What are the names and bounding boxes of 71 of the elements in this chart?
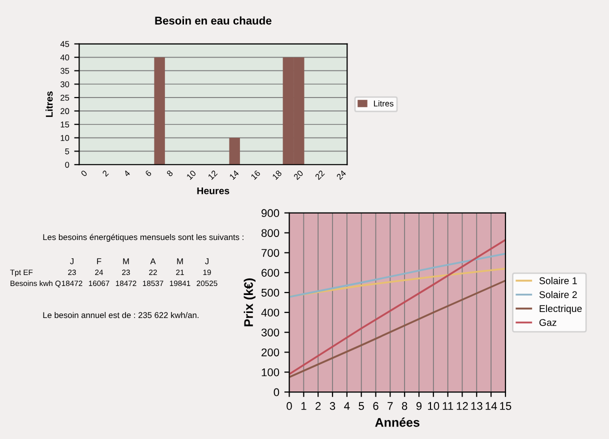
text: A: [150, 258, 156, 264]
x-tick-label: 4: [123, 170, 130, 177]
y-tick-label: 35: [60, 68, 70, 74]
y-tick-label: 900: [262, 209, 280, 218]
x-tick-label: 0: [286, 402, 292, 410]
y-tick-label: 25: [60, 94, 70, 101]
line-series: [289, 268, 506, 298]
text: J: [205, 258, 208, 264]
x-tick-label: 18: [272, 170, 282, 180]
y-tick-label: 0: [274, 388, 280, 396]
text: M: [123, 258, 129, 264]
x-tick-label: 7: [388, 402, 393, 410]
y-tick-label: 200: [262, 348, 280, 356]
y-tick-label: 15: [60, 122, 70, 128]
text: Les besoins énergétiques mensuels sont les suivants :: [43, 234, 244, 242]
x-tick-label: 4: [344, 402, 350, 410]
x-tick-label: 5: [358, 402, 364, 410]
y-tick-label: 40: [60, 54, 70, 60]
chart-title: Besoin en eau chaude: [155, 16, 272, 25]
y-tick-label: 0: [65, 162, 70, 168]
legend-label: Solaire 2: [539, 290, 577, 298]
x-tick-label: 15: [500, 402, 512, 410]
y-axis-title: Litres: [46, 91, 53, 117]
x-tick-label: 22: [314, 170, 325, 180]
x-tick-label: 14: [486, 402, 497, 410]
legend-label: Solaire 1: [539, 277, 577, 284]
x-axis-title: Années: [375, 418, 420, 427]
y-tick-label: 30: [60, 81, 70, 88]
legend-label: Gaz: [539, 319, 556, 326]
x-tick-label: 6: [373, 402, 378, 410]
x-tick-label: 3: [330, 402, 336, 410]
x-axis-title: Heures: [197, 187, 230, 194]
y-axis-title: Prix (k€): [244, 278, 256, 326]
y-tick-label: 5: [65, 148, 70, 154]
x-tick-label: 10: [428, 402, 440, 410]
x-tick-label: 8: [166, 170, 174, 177]
x-tick-label: 24: [336, 170, 346, 180]
x-tick-label: 2: [102, 170, 109, 177]
text: M: [177, 258, 183, 264]
x-tick-label: 11: [442, 402, 454, 410]
x-tick-label: 14: [229, 170, 240, 180]
y-tick-label: 600: [262, 268, 280, 277]
y-tick-label: 10: [60, 135, 70, 141]
x-tick-label: 1: [301, 402, 306, 410]
x-tick-label: 9: [416, 402, 422, 410]
y-tick-label: 100: [262, 368, 280, 376]
x-tick-label: 6: [144, 170, 152, 177]
text: F: [97, 258, 102, 264]
line-series: [289, 280, 506, 378]
y-tick-label: 400: [261, 308, 280, 317]
x-tick-label: 16: [250, 170, 261, 180]
y-tick-label: 500: [261, 288, 280, 297]
line-series: [289, 238, 506, 376]
x-tick-label: 20: [293, 170, 304, 180]
y-tick-label: 20: [60, 108, 70, 114]
text: J: [70, 258, 74, 264]
x-tick-label: 2: [316, 402, 321, 410]
y-tick-label: 700: [262, 248, 280, 257]
x-tick-label: 0: [80, 170, 88, 177]
y-tick-label: 45: [60, 41, 70, 47]
legend-label: Electrique: [540, 304, 582, 314]
x-tick-label: 12: [208, 170, 218, 180]
y-tick-label: 300: [261, 328, 280, 336]
x-tick-label: 8: [402, 402, 408, 410]
line-series: [289, 252, 506, 298]
x-tick-label: 13: [471, 402, 482, 410]
legend-label: Litres: [374, 100, 394, 106]
text: Le besoin annuel est de : 235 622 kwh/an.: [43, 312, 198, 318]
x-tick-label: 12: [456, 402, 468, 410]
y-tick-label: 800: [262, 229, 280, 237]
x-tick-label: 10: [186, 170, 196, 180]
